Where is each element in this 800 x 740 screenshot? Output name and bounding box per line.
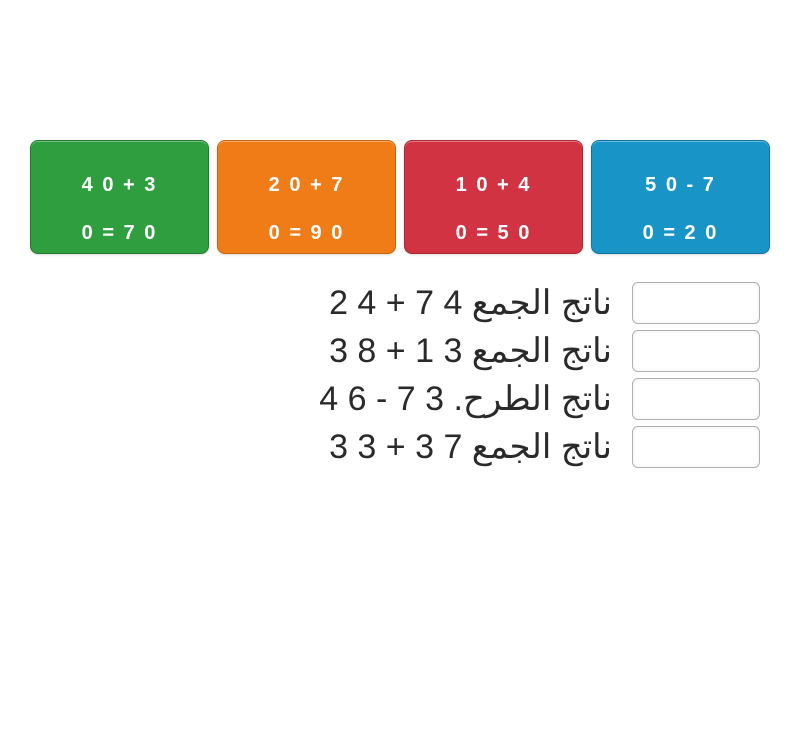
answer-dropzone[interactable]	[632, 282, 760, 324]
question-row: 4 6 - 7 3 .حرطلا جتان	[40, 378, 760, 420]
tile-line1: 4 0 + 3	[82, 174, 158, 196]
tile-line1: 2 0 + 7	[269, 174, 345, 196]
question-row: 3 3 + 3 7 عمجلا جتان	[40, 426, 760, 468]
tile-line1: 5 0 - 7	[645, 174, 716, 196]
tile-line1: 1 0 + 4	[456, 174, 532, 196]
question-row: 3 8 + 1 3 عمجلا جتان	[40, 330, 760, 372]
tile-line2: 0 = 2 0	[643, 222, 719, 244]
answer-dropzone[interactable]	[632, 378, 760, 420]
tile-blue[interactable]: 5 0 - 7 0 = 2 0	[591, 140, 770, 254]
question-text: 3 3 + 3 7 عمجلا جتان	[329, 427, 612, 467]
answer-dropzone[interactable]	[632, 426, 760, 468]
tile-red[interactable]: 1 0 + 4 0 = 5 0	[404, 140, 583, 254]
tile-green[interactable]: 4 0 + 3 0 = 7 0	[30, 140, 209, 254]
tile-line2: 0 = 9 0	[269, 222, 345, 244]
question-text: 3 8 + 1 3 عمجلا جتان	[329, 331, 612, 371]
question-text: 2 4 + 7 4 عمجلا جتان	[329, 283, 612, 323]
questions-list: 2 4 + 7 4 عمجلا جتان 3 8 + 1 3 عمجلا جتا…	[0, 282, 800, 468]
draggable-tiles-row: 4 0 + 3 0 = 7 0 2 0 + 7 0 = 9 0 1 0 + 4 …	[0, 140, 800, 254]
question-row: 2 4 + 7 4 عمجلا جتان	[40, 282, 760, 324]
tile-orange[interactable]: 2 0 + 7 0 = 9 0	[217, 140, 396, 254]
tile-line2: 0 = 7 0	[82, 222, 158, 244]
answer-dropzone[interactable]	[632, 330, 760, 372]
question-text: 4 6 - 7 3 .حرطلا جتان	[319, 379, 612, 419]
tile-line2: 0 = 5 0	[456, 222, 532, 244]
